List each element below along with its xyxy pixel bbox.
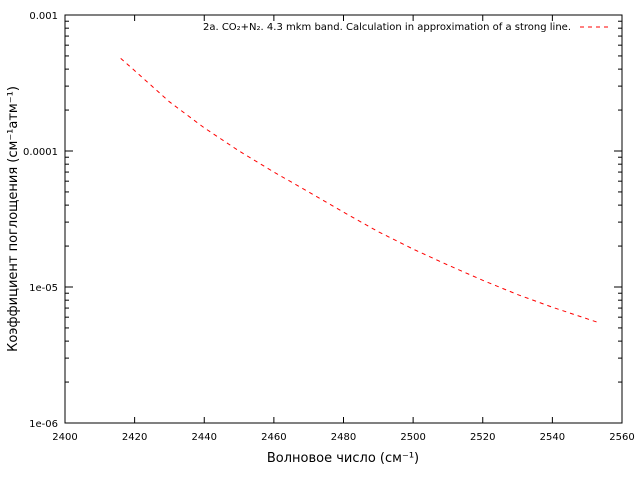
x-tick-label: 2520 — [470, 432, 495, 443]
y-tick-label: 1e-06 — [29, 419, 58, 430]
x-axis-title: Волновое число (см⁻¹) — [267, 451, 419, 466]
y-tick-label: 1e-05 — [29, 283, 58, 294]
series-line-0 — [120, 57, 598, 323]
y-axis: 1e-06 1e-05 0.0001 0.001 — [23, 11, 622, 430]
legend: 2a. CO₂+N₂. 4.3 mkm band. Calculation in… — [203, 22, 611, 33]
x-tick-label: 2500 — [400, 432, 425, 443]
x-tick-label: 2440 — [192, 432, 217, 443]
x-tick-label: 2420 — [122, 432, 147, 443]
series-layer — [120, 57, 598, 323]
y-axis-title: Коэффициент поглощения (см⁻¹атм⁻¹) — [6, 86, 21, 352]
x-tick-label: 2560 — [609, 432, 634, 443]
x-axis: 2400 2420 2440 2460 2480 2500 2520 2540 2560 — [52, 15, 635, 443]
x-tick-label: 2480 — [331, 432, 356, 443]
y-tick-label: 0.001 — [29, 11, 58, 22]
x-tick-label: 2460 — [261, 432, 286, 443]
plot-frame — [64, 14, 623, 424]
legend-label: 2a. CO₂+N₂. 4.3 mkm band. Calculation in… — [203, 22, 571, 33]
y-tick-label: 0.0001 — [23, 147, 58, 158]
x-tick-label: 2400 — [52, 432, 77, 443]
x-tick-label: 2540 — [540, 432, 565, 443]
